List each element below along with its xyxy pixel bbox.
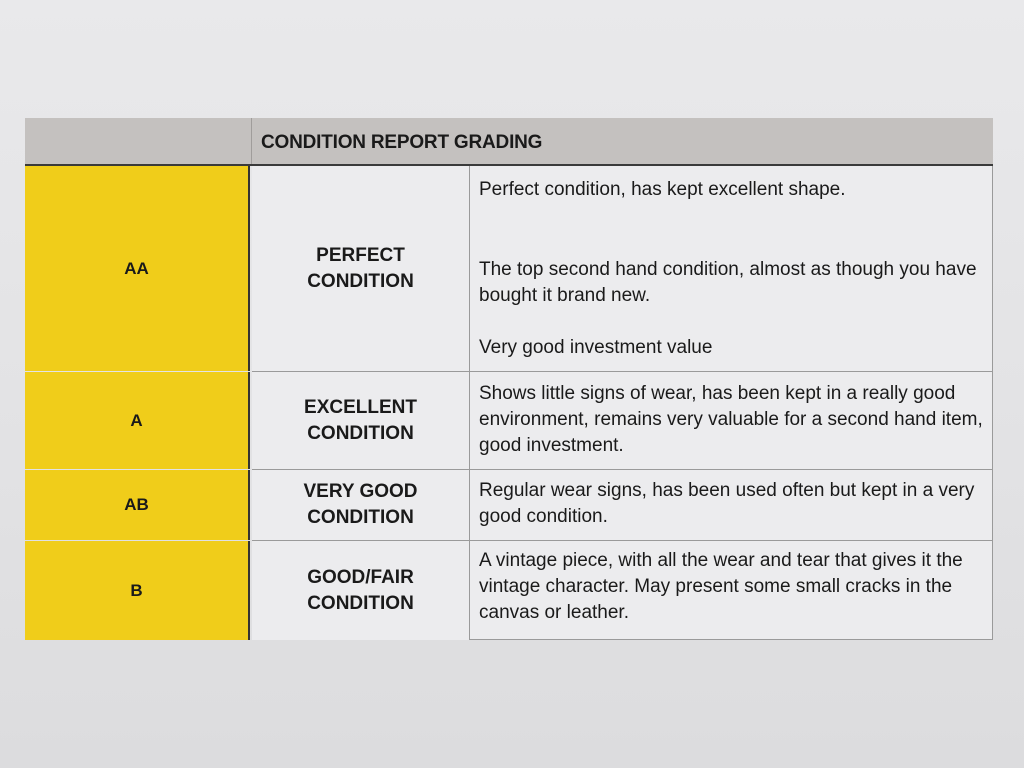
description-cell: A vintage piece, with all the wear and t… [470, 541, 993, 640]
description-text: The top second hand condition, almost as… [479, 259, 977, 306]
table-title: CONDITION REPORT GRADING [261, 132, 543, 153]
condition-line: VERY GOOD [303, 481, 418, 502]
grade-cell: AB [25, 470, 250, 540]
table-row-aa: AA PERFECT CONDITION Perfect condition, h… [25, 166, 993, 371]
condition-line: PERFECT [316, 244, 405, 266]
description-cell: Shows little signs of wear, has been kep… [470, 372, 993, 469]
description-text: Shows little signs of wear, has been kep… [479, 383, 983, 456]
row-divider [252, 371, 993, 372]
description-text: Very good investment value [479, 337, 713, 358]
condition-line: CONDITION [307, 422, 414, 444]
row-divider [252, 540, 993, 541]
description-cell: Regular wear signs, has been used often … [470, 470, 993, 540]
grade-cell: AA [25, 166, 250, 371]
condition-cell: EXCELLENT CONDITION [252, 372, 470, 469]
condition-cell: PERFECT CONDITION [252, 166, 470, 371]
table-row-ab: AB VERY GOOD CONDITION Regular wear signs… [25, 470, 993, 540]
table-header: CONDITION REPORT GRADING [25, 118, 993, 166]
description-text: Perfect condition, has kept excellent sh… [479, 179, 846, 200]
condition-cell: VERY GOOD CONDITION [252, 470, 470, 540]
condition-line: GOOD/FAIR [307, 566, 414, 588]
condition-line: CONDITION [307, 507, 414, 528]
condition-line: CONDITION [307, 592, 414, 614]
description-text: A vintage piece, with all the wear and t… [479, 550, 963, 623]
table-row-a: A EXCELLENT CONDITION Shows little signs … [25, 372, 993, 469]
condition-cell: GOOD/FAIR CONDITION [252, 541, 470, 640]
grade-cell: A [25, 372, 250, 469]
condition-line: EXCELLENT [304, 396, 417, 418]
header-divider [251, 118, 252, 164]
grade-cell: B [25, 541, 250, 640]
table-row-b: B GOOD/FAIR CONDITION A vintage piece, wi… [25, 541, 993, 640]
description-cell: Perfect condition, has kept excellent sh… [470, 166, 993, 371]
description-text: Regular wear signs, has been used often … [479, 480, 975, 527]
condition-grading-table: CONDITION REPORT GRADING AA PERFECT CONDI… [25, 118, 993, 640]
condition-line: CONDITION [307, 270, 414, 292]
row-divider [252, 469, 993, 470]
